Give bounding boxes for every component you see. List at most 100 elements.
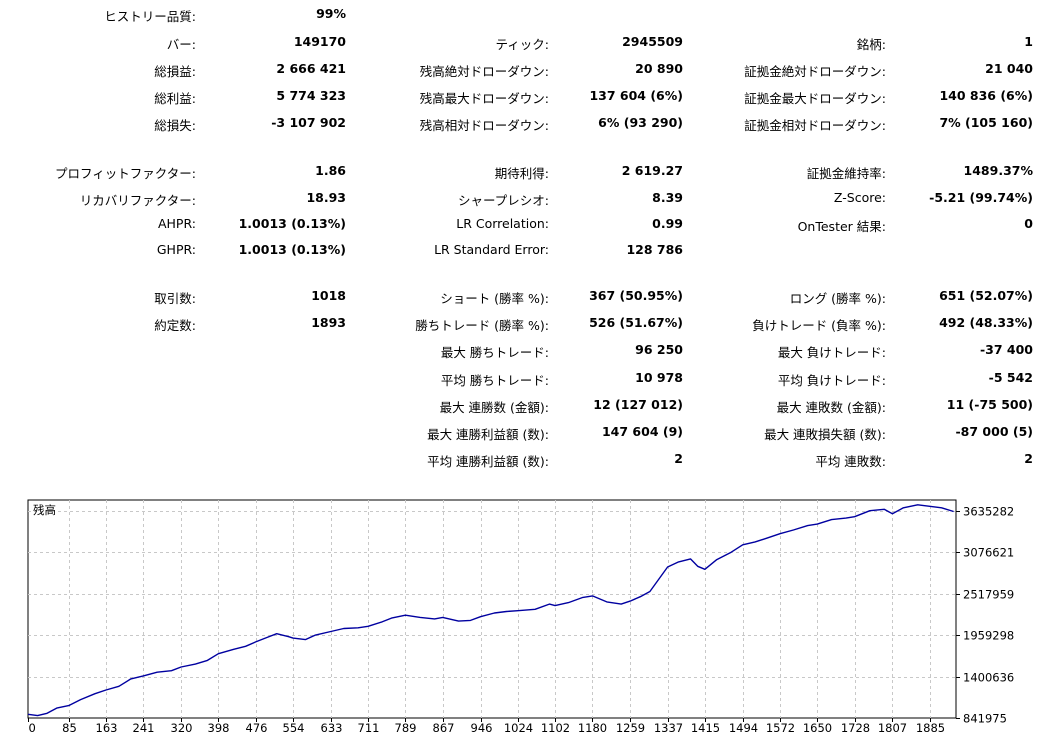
stat-value: 526 (51.67%) <box>589 315 683 330</box>
stat-value: 1.0013 (0.13%) <box>238 216 346 231</box>
stat-value: 5 774 323 <box>276 88 346 103</box>
y-tick-label: 1400636 <box>963 671 1014 685</box>
stat-label: 証拠金相対ドローダウン: <box>744 118 886 133</box>
stat-value: 21 040 <box>985 61 1033 76</box>
x-tick-label: 1494 <box>729 721 758 735</box>
stat-label: AHPR: <box>157 216 196 231</box>
x-tick-label: 398 <box>208 721 230 735</box>
x-tick-label: 633 <box>321 721 343 735</box>
stat-label: 最大 連勝利益額 (数): <box>427 427 549 442</box>
x-tick-label: 85 <box>62 721 77 735</box>
stat-label: 約定数: <box>154 318 196 333</box>
stat-label: ロング (勝率 %): <box>789 291 886 306</box>
stat-value: 7% (105 160) <box>939 115 1033 130</box>
stat-label: 証拠金維持率: <box>806 166 886 181</box>
stat-label: シャープレシオ: <box>458 193 549 208</box>
stat-value: -3 107 902 <box>271 115 346 130</box>
stat-label: 最大 連勝数 (金額): <box>439 400 549 415</box>
stat-value: 2 666 421 <box>276 61 346 76</box>
y-tick-label: 3635282 <box>963 505 1014 519</box>
x-tick-label: 476 <box>246 721 268 735</box>
stat-value: 1489.37% <box>963 163 1033 178</box>
stat-label: 取引数: <box>154 291 196 306</box>
stat-label: LR Standard Error: <box>434 242 549 257</box>
stat-value: 1893 <box>311 315 346 330</box>
stat-value: 140 836 (6%) <box>939 88 1033 103</box>
x-tick-label: 1572 <box>766 721 795 735</box>
x-tick-label: 241 <box>133 721 155 735</box>
stat-label: バー: <box>166 37 196 52</box>
stat-value: 12 (127 012) <box>593 397 683 412</box>
stat-value: 18.93 <box>306 190 346 205</box>
x-tick-label: 1415 <box>691 721 720 735</box>
x-tick-label: 0 <box>29 721 36 735</box>
stat-label: ショート (勝率 %): <box>440 291 549 306</box>
stat-label: 平均 勝ちトレード: <box>440 373 549 388</box>
balance-chart: 841975 1400636 1959298 2517959 3076621 363528… <box>0 488 1064 750</box>
stat-value: 1.0013 (0.13%) <box>238 242 346 257</box>
stat-value: -5 542 <box>988 370 1033 385</box>
x-tick-label: 320 <box>171 721 193 735</box>
stat-value: 2 <box>674 451 683 466</box>
x-tick-label: 789 <box>395 721 417 735</box>
stat-value: 149170 <box>293 34 346 49</box>
balance-line <box>27 504 954 717</box>
x-tick-label: 554 <box>283 721 305 735</box>
stat-value: 6% (93 290) <box>598 115 683 130</box>
stat-value: 367 (50.95%) <box>589 288 683 303</box>
stat-value: 2945509 <box>622 34 683 49</box>
stat-label: 残高絶対ドローダウン: <box>419 64 549 79</box>
stat-label: 最大 負けトレード: <box>777 345 886 360</box>
stat-value: 20 890 <box>635 61 683 76</box>
stat-label: ティック: <box>495 37 549 52</box>
stat-label: 総損失: <box>154 118 196 133</box>
stat-value: -37 400 <box>979 342 1033 357</box>
stat-value: 10 978 <box>635 370 683 385</box>
x-tick-label: 1885 <box>916 721 945 735</box>
stat-value: 11 (-75 500) <box>946 397 1033 412</box>
y-tick-label: 841975 <box>963 712 1007 726</box>
stat-label: リカバリファクター: <box>79 193 196 208</box>
stat-label: 平均 連敗数: <box>815 454 886 469</box>
x-tick-label: 1650 <box>803 721 832 735</box>
stat-label: 平均 連勝利益額 (数): <box>427 454 549 469</box>
stat-value: 137 604 (6%) <box>589 88 683 103</box>
y-tick-label: 2517959 <box>963 588 1014 602</box>
stat-value: 1018 <box>311 288 346 303</box>
stat-label: OnTester 結果: <box>797 219 886 234</box>
x-tick-label: 1180 <box>578 721 607 735</box>
stat-label: ヒストリー品質: <box>104 9 196 24</box>
stat-value: 0 <box>1024 216 1033 231</box>
x-tick-label: 1337 <box>654 721 683 735</box>
x-tick-label: 163 <box>96 721 118 735</box>
x-tick-label: 867 <box>433 721 455 735</box>
stat-label: 最大 連敗損失額 (数): <box>764 427 886 442</box>
chart-title: 残高 <box>33 503 56 517</box>
x-tick-label: 1102 <box>541 721 570 735</box>
stat-label: 残高最大ドローダウン: <box>419 91 549 106</box>
stat-value: 2 <box>1024 451 1033 466</box>
x-tick-label: 1728 <box>841 721 870 735</box>
report-stats: ヒストリー品質: 99% バー: 149170 ティック: 2945509 銘柄: 1 総損益:… <box>55 6 1033 469</box>
stat-value: 96 250 <box>635 342 683 357</box>
stat-value: 2 619.27 <box>621 163 683 178</box>
x-tick-label: 1807 <box>878 721 907 735</box>
stat-label: LR Correlation: <box>456 216 549 231</box>
stat-value: -5.21 (99.74%) <box>929 190 1033 205</box>
balance-chart-svg: 841975 1400636 1959298 2517959 3076621 363528… <box>27 499 1014 735</box>
stat-label: 平均 負けトレード: <box>777 373 886 388</box>
stat-label: 証拠金絶対ドローダウン: <box>744 64 886 79</box>
stat-label: 負けトレード (負率 %): <box>752 318 886 333</box>
stat-value: 0.99 <box>652 216 683 231</box>
stat-value: 1.86 <box>315 163 346 178</box>
stat-label: GHPR: <box>156 242 196 257</box>
stat-value: 651 (52.07%) <box>939 288 1033 303</box>
x-tick-label: 946 <box>471 721 493 735</box>
x-tick-label: 1024 <box>504 721 533 735</box>
stat-label: 最大 連敗数 (金額): <box>776 400 886 415</box>
stat-value: 492 (48.33%) <box>939 315 1033 330</box>
stat-value: 128 786 <box>626 242 683 257</box>
stat-label: 証拠金最大ドローダウン: <box>744 91 886 106</box>
stat-label: 期待利得: <box>494 166 549 181</box>
plot-frame <box>27 499 957 719</box>
